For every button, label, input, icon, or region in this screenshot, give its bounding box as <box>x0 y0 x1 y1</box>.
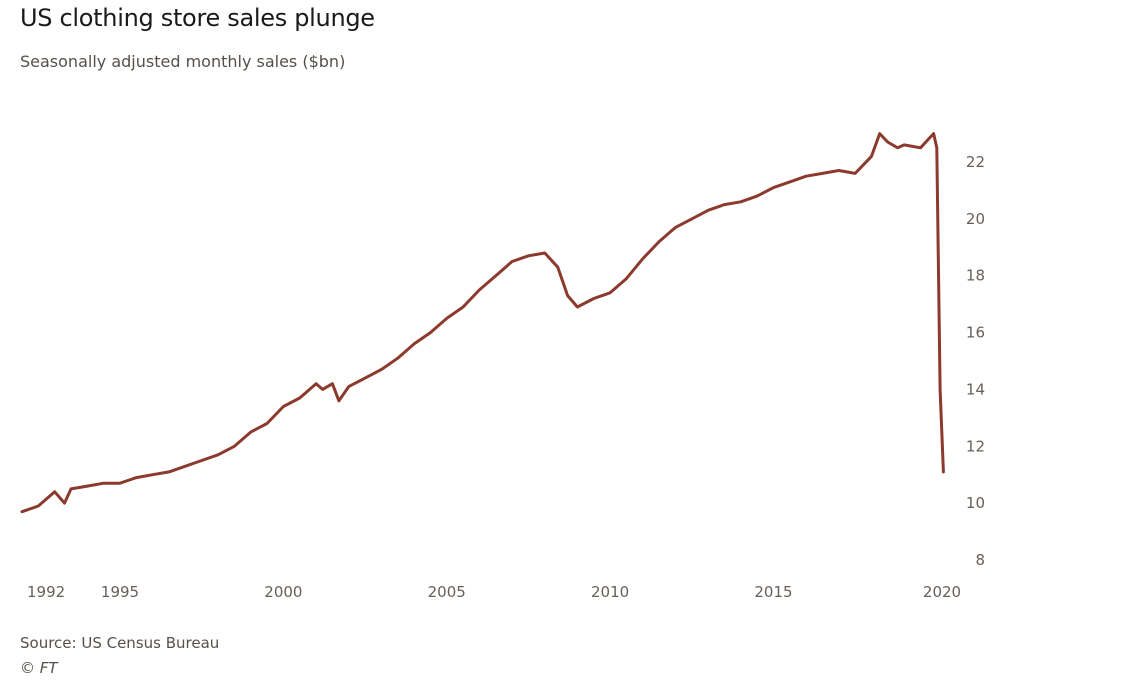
y-tick-label: 20 <box>966 210 985 228</box>
source-note: Source: US Census Bureau <box>20 634 220 652</box>
x-tick-label: 2020 <box>923 583 961 601</box>
chart-title: US clothing store sales plunge <box>20 4 375 32</box>
x-tick-label: 1995 <box>101 583 139 601</box>
y-tick-label: 12 <box>966 437 985 455</box>
series-line <box>20 132 945 514</box>
y-axis-ticks: 8 10 12 14 16 18 20 22 <box>966 153 985 569</box>
y-tick-label: 22 <box>966 153 985 171</box>
y-tick-label: 16 <box>966 324 985 342</box>
credit-note: © FT <box>20 659 58 677</box>
x-axis-ticks: 1992 1995 2000 2005 2010 2015 2020 <box>27 583 961 601</box>
x-tick-label: 2005 <box>428 583 466 601</box>
y-tick-label: 10 <box>966 494 985 512</box>
y-tick-label: 18 <box>966 267 985 285</box>
chart-subtitle: Seasonally adjusted monthly sales ($bn) <box>20 52 346 71</box>
x-tick-label: 2000 <box>264 583 302 601</box>
y-tick-label: 8 <box>975 551 985 569</box>
x-tick-label: 1992 <box>27 583 65 601</box>
y-tick-label: 14 <box>966 380 985 398</box>
x-tick-label: 2015 <box>754 583 792 601</box>
series-layer <box>20 132 945 514</box>
x-tick-label: 2010 <box>591 583 629 601</box>
